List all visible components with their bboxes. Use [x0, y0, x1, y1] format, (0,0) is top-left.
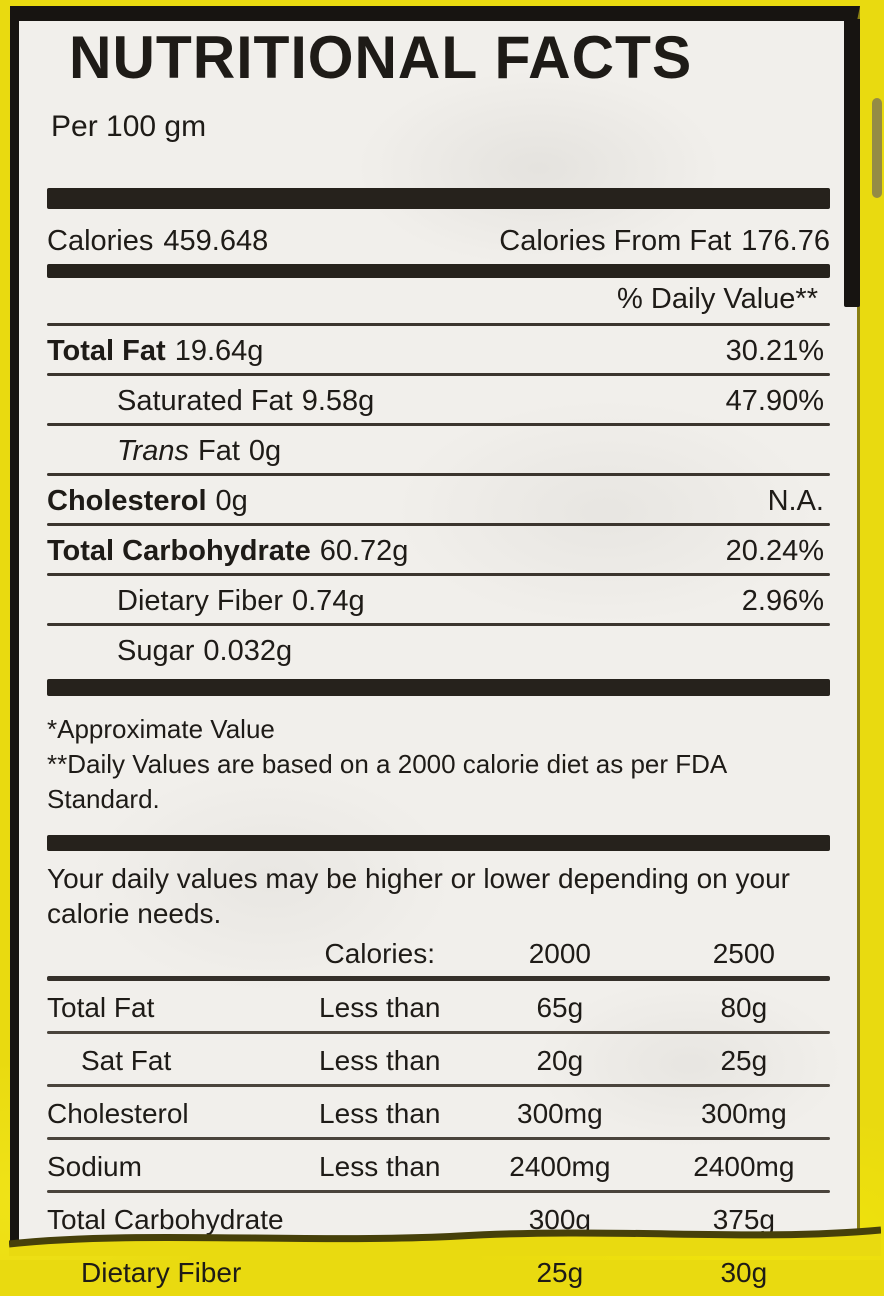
nutrient-daily-value: 20.24%: [725, 535, 824, 567]
nutrient-label: Fat: [197, 435, 240, 467]
calories-value: Calories 459.648: [47, 225, 269, 257]
nutrient-row-cholesterol: Cholesterol 0g N.A.: [47, 476, 830, 523]
nutrient-label: Sugar: [117, 635, 195, 667]
nutrient-row-total-carbohydrate: Total Carbohydrate 60.72g 20.24%: [47, 526, 830, 573]
table-row-cholesterol: Cholesterol Less than 300mg 300mg: [47, 1098, 787, 1129]
reference-table-header: Calories: 2000 2500: [47, 933, 830, 976]
nutrient-label: Total Carbohydrate: [47, 535, 311, 567]
rule: [47, 976, 830, 981]
nutrient-amount: 0g: [215, 485, 248, 517]
calories-row: Calories 459.648 Calories From Fat 176.7…: [47, 223, 830, 259]
rule: [47, 1084, 830, 1087]
label-content: NUTRITIONAL FACTS Per 100 gm Calories 45…: [19, 24, 857, 1296]
nutrient-row-dietary-fiber: Dietary Fiber 0.74g 2.96%: [47, 576, 830, 623]
nutrient-amount: 0g: [248, 435, 282, 467]
nutrition-label: NUTRITIONAL FACTS Per 100 gm Calories 45…: [9, 6, 881, 1288]
calories-from-fat-value: Calories From Fat 176.76: [499, 225, 830, 257]
nutrient-amount: 0.032g: [203, 635, 293, 667]
label-bottom-edge: [9, 1226, 881, 1256]
footnote-approximate: *Approximate Value: [47, 714, 275, 744]
nutrient-label: Dietary Fiber: [117, 585, 283, 617]
rule: [47, 1031, 830, 1034]
rule: [47, 373, 830, 376]
separator-bar-advisory: [47, 835, 830, 851]
nutrient-row-sugar: Sugar 0.032g: [47, 626, 830, 673]
separator-bar-top: [47, 188, 830, 209]
header-calories: Calories:: [324, 938, 435, 969]
label-title: NUTRITIONAL FACTS: [69, 24, 693, 91]
nutrient-amount: 60.72g: [319, 535, 409, 567]
rule: [47, 423, 830, 426]
nutrient-daily-value: 30.21%: [725, 335, 824, 367]
header-2500: 2500: [712, 938, 775, 969]
separator-bar-calories: [47, 264, 830, 278]
nutrient-label-italic: Trans: [117, 435, 189, 467]
nutrient-label: Cholesterol: [47, 485, 207, 517]
rule: [47, 1190, 830, 1193]
rule: [47, 573, 830, 576]
serving-size: Per 100 gm: [51, 110, 207, 143]
nutrient-daily-value: N.A.: [767, 485, 824, 517]
rule: [47, 473, 830, 476]
rule: [47, 623, 830, 626]
separator-bar-footnotes: [47, 679, 830, 696]
header-2000: 2000: [528, 938, 591, 969]
daily-value-heading: % Daily Value**: [617, 283, 818, 315]
rule: [47, 323, 830, 326]
nutrient-label: Saturated Fat: [117, 385, 293, 417]
nutrient-row-total-fat: Total Fat 19.64g 30.21%: [47, 326, 830, 373]
nutrient-amount: 0.74g: [292, 585, 365, 617]
rule: [47, 1137, 830, 1140]
label-right-border: [844, 19, 860, 307]
nutrient-label: Total Fat: [47, 335, 166, 367]
table-row-sodium: Sodium Less than 2400mg 2400mg: [47, 1151, 795, 1182]
table-row-sat-fat: Sat Fat Less than 20g 25g: [81, 1045, 768, 1076]
nutrient-row-saturated-fat: Saturated Fat 9.58g 47.90%: [47, 376, 830, 423]
advisory-text: Your daily values may be higher or lower…: [47, 863, 790, 929]
footnote-daily-values: **Daily Values are based on a 2000 calor…: [47, 749, 726, 814]
nutrient-daily-value: 47.90%: [725, 385, 824, 417]
nutrient-daily-value: 2.96%: [741, 585, 824, 617]
nutrient-row-trans-fat: Trans Fat 0g: [47, 426, 830, 473]
table-row-total-fat: Total Fat Less than 65g 80g: [47, 992, 768, 1023]
nutrient-amount: 19.64g: [174, 335, 264, 367]
rule: [47, 523, 830, 526]
nutrient-amount: 9.58g: [301, 385, 375, 417]
package-crease: [872, 98, 882, 198]
